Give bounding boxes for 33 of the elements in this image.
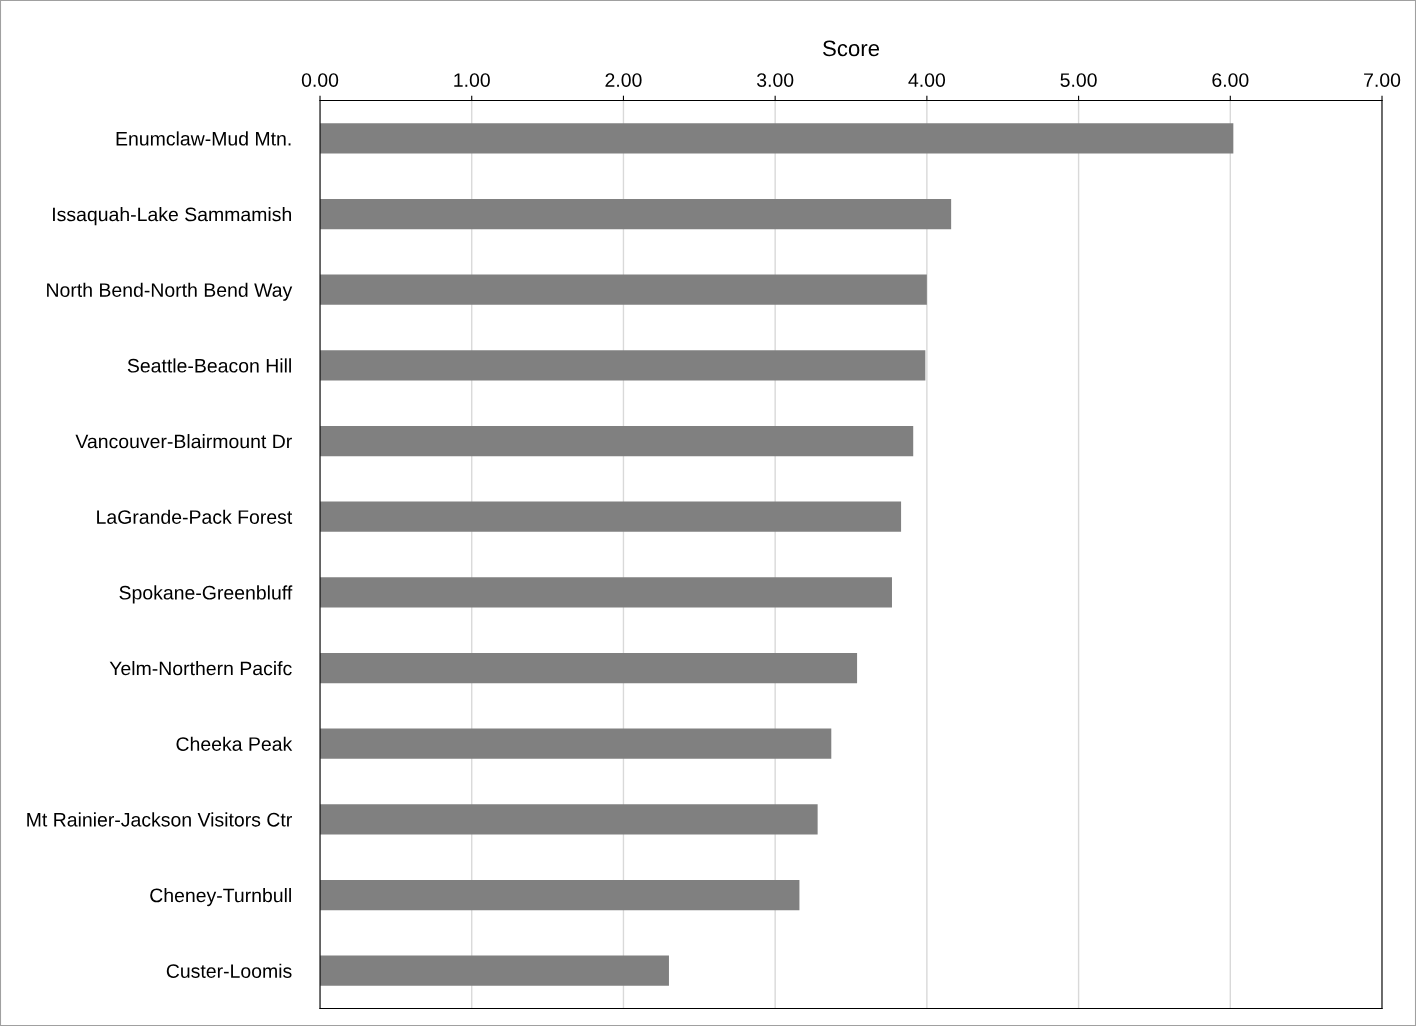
bar	[320, 501, 902, 532]
bar	[320, 425, 914, 457]
bar	[320, 350, 926, 381]
y-tick-label: Custer-Loomis	[166, 963, 292, 978]
bar	[320, 955, 669, 986]
x-tick-label: 2.00	[605, 73, 642, 87]
x-tick-label: 5.00	[1060, 73, 1097, 87]
x-tick-label: 1.00	[454, 73, 490, 87]
bar	[320, 728, 832, 759]
y-tick-label: Cheney-Turnbull	[150, 888, 291, 907]
y-tick-label: Yelm-Northern Pacifc	[109, 661, 292, 676]
y-tick-label: Spokane-Greenbluff	[119, 585, 293, 604]
bar	[320, 879, 800, 911]
y-tick-label: Seattle-Beacon Hill	[127, 358, 291, 373]
y-tick-label: Enumclaw-Mud Mtn.	[116, 131, 291, 146]
x-tick-label: 6.00	[1212, 73, 1249, 87]
x-tick-label: 0.00	[301, 73, 339, 87]
x-tick-label: 7.00	[1364, 73, 1401, 87]
y-tick-label: Issaquah-Lake Sammamish	[53, 207, 291, 226]
x-axis-title: Score	[823, 40, 880, 57]
y-tick-label: Vancouver-Blairmount Dr	[75, 434, 292, 449]
y-tick-label: Mt Rainier-Jackson Visitors Ctr	[27, 812, 292, 827]
y-tick-label: LaGrande-Pack Forest	[97, 509, 293, 524]
bar	[320, 123, 1234, 154]
bar	[320, 274, 927, 305]
bar	[320, 577, 892, 608]
x-tick-label: 3.00	[756, 73, 794, 87]
bar	[320, 198, 952, 230]
y-tick-label: North Bend-North Bend Way	[47, 282, 293, 301]
x-tick-label: 4.00	[908, 73, 946, 87]
bar	[320, 652, 858, 684]
y-tick-label: Cheeka Peak	[176, 736, 293, 751]
bar	[320, 804, 818, 835]
